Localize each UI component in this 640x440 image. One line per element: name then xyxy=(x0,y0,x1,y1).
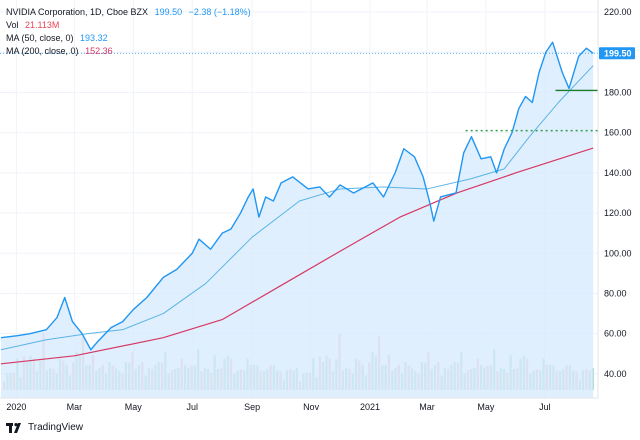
x-tick-label: Mar xyxy=(67,402,83,412)
ma50-series xyxy=(0,65,594,351)
ma200-series xyxy=(0,147,594,365)
volume-label: Vol xyxy=(6,20,19,30)
x-tick-label: Sep xyxy=(244,402,260,412)
level-lines xyxy=(0,52,598,132)
x-axis[interactable]: 2020 Mar May Jul Sep Nov 2021 Mar May Jul xyxy=(0,397,598,412)
y-tick-label: 180.00 xyxy=(604,87,632,97)
legend-symbol-row[interactable]: NVIDIA Corporation, 1D, Cboe BZX 199.50 … xyxy=(6,6,251,19)
x-tick-label: Mar xyxy=(419,402,435,412)
y-tick-label: 140.00 xyxy=(604,168,632,178)
x-tick-label: May xyxy=(477,402,495,412)
tradingview-brand: TradingView xyxy=(28,422,84,433)
price-line xyxy=(0,41,594,351)
ma50-value: 193.32 xyxy=(80,33,108,43)
ma50-label: MA (50, close, 0) xyxy=(6,33,74,43)
price-series xyxy=(0,41,594,351)
y-tick-label: 120.00 xyxy=(604,208,632,218)
price-area-fill xyxy=(0,42,594,398)
y-tick-label: 100.00 xyxy=(604,248,632,258)
x-tick-label: 2021 xyxy=(360,402,380,412)
last-price-text: 199.50 xyxy=(604,48,632,58)
last-price-bg xyxy=(599,47,635,60)
symbol-change: −2.38 (−1.18%) xyxy=(188,7,251,17)
price-area xyxy=(0,42,594,398)
legend-ma200-row[interactable]: MA (200, close, 0) 152.36 xyxy=(6,45,251,58)
legend-volume-row[interactable]: Vol 21.113M xyxy=(6,19,251,32)
symbol-price: 199.50 xyxy=(154,7,183,17)
y-tick-label: 60.00 xyxy=(604,329,627,339)
y-tick-label: 160.00 xyxy=(604,128,632,138)
ma200-value: 152.36 xyxy=(85,46,113,56)
y-tick-label: 220.00 xyxy=(604,7,632,17)
y-axis[interactable]: 40.00 60.00 80.00 100.00 120.00 140.00 160.00 1… xyxy=(597,0,632,398)
x-tick-label: May xyxy=(125,402,143,412)
last-price-label: 199.50 xyxy=(599,47,635,60)
tradingview-logo-icon xyxy=(6,422,21,433)
legend-ma50-row[interactable]: MA (50, close, 0) 193.32 xyxy=(6,32,251,45)
x-tick-label: Jul xyxy=(186,402,198,412)
y-tick-label: 80.00 xyxy=(604,288,627,298)
volume-value: 21.113M xyxy=(25,20,60,30)
chart-legend: NVIDIA Corporation, 1D, Cboe BZX 199.50 … xyxy=(6,6,251,58)
ma50-line xyxy=(0,65,594,351)
tradingview-footer[interactable]: TradingView xyxy=(6,422,83,433)
x-tick-label: 2020 xyxy=(6,402,26,412)
ma200-line xyxy=(0,147,594,365)
x-tick-label: Nov xyxy=(303,402,320,412)
x-tick-label: Jul xyxy=(539,402,551,412)
y-tick-label: 40.00 xyxy=(604,369,627,379)
ma200-label: MA (200, close, 0) xyxy=(6,46,79,56)
symbol-title: NVIDIA Corporation, 1D, Cboe BZX xyxy=(6,7,149,17)
